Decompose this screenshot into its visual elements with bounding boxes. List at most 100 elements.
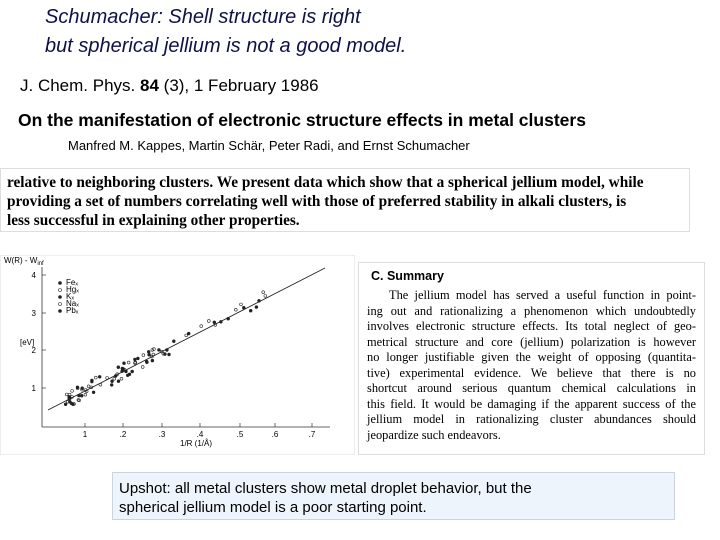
scatter-point — [161, 351, 166, 356]
scatter-point — [86, 384, 91, 389]
legend-label: Feₓ — [66, 278, 78, 287]
legend-label: Pbₓ — [66, 306, 79, 315]
abstract: relative to neighboring clusters. We pre… — [0, 168, 690, 232]
y-tick-label: 3 — [32, 309, 37, 318]
scatter-point — [147, 352, 151, 357]
scatter-point — [136, 356, 140, 361]
x-tick-label: .3 — [159, 430, 166, 439]
summary-line: jeopardize such endeavors. — [367, 427, 501, 442]
scatter-point — [91, 390, 96, 395]
scatter-point — [141, 365, 145, 369]
summary: C. Summary The jellium model has served … — [358, 262, 705, 455]
scatter-point — [69, 401, 74, 406]
scatter-point — [116, 379, 121, 383]
legend-symbol — [58, 288, 62, 292]
summary-line: The jellium model has served a useful fu… — [389, 288, 696, 302]
scatter-point — [119, 376, 124, 381]
summary-line: metrical structure and core (jellium) po… — [367, 334, 696, 349]
scatter-point — [97, 375, 102, 379]
summary-heading: C. Summary — [371, 269, 444, 283]
legend-label: Hgₓ — [66, 285, 79, 294]
scatter-point — [130, 369, 134, 374]
x-tick-label: .5 — [237, 430, 244, 439]
scatter-point — [207, 319, 211, 323]
y-unit: [eV] — [20, 338, 34, 347]
scatter-point — [115, 372, 119, 376]
scatter-point — [64, 392, 69, 397]
scatter-point — [90, 379, 94, 384]
scatter-point — [127, 372, 132, 377]
legend-symbol — [58, 295, 62, 299]
x-tick-label: .6 — [272, 430, 279, 439]
scatter-point — [254, 305, 259, 309]
scatter-point — [75, 385, 80, 390]
scatter-point — [172, 339, 176, 343]
scatter-point — [110, 379, 114, 383]
scatter-point — [145, 360, 149, 364]
scatter-point — [63, 402, 68, 407]
summary-line: ing out and rationalizing a phenomenon w… — [367, 303, 696, 318]
figure: W(R) - Winf [eV] 1/R (1/Å) 1 .2 .3 .4 .5 .6 .7… — [0, 255, 355, 455]
scatter-point — [219, 320, 223, 324]
abstract-line: relative to neighboring clusters. We pre… — [7, 174, 644, 191]
y-label: W(R) - Winf — [4, 256, 44, 267]
scatter-point — [122, 361, 126, 365]
summary-line: jellium model in rationalizing cluster a… — [367, 412, 696, 426]
legend-symbol — [58, 281, 62, 285]
legend-symbol — [58, 302, 62, 306]
scatter-point — [133, 357, 137, 362]
scatter-point — [187, 331, 191, 336]
figure-frame — [0, 255, 355, 455]
scatter-point — [167, 352, 171, 357]
scatter-point — [70, 389, 74, 393]
scatter-point — [213, 323, 218, 327]
summary-line: involves electronic structure effects. I… — [367, 319, 696, 333]
abstract-line: less successful in explaining other prop… — [7, 212, 300, 229]
x-label: 1/R (1/Å) — [180, 439, 212, 448]
scatter-point — [133, 361, 137, 365]
scatter-point — [249, 308, 253, 313]
scatter-point — [94, 375, 98, 380]
scatter-point — [165, 348, 169, 352]
scatter-point — [105, 376, 109, 380]
y-tick-label: 4 — [32, 271, 37, 280]
summary-line: no longer justifiable given the weight o… — [367, 350, 696, 364]
scatter-point — [157, 348, 161, 352]
scatter-point — [261, 290, 265, 294]
scatter-point — [112, 377, 117, 381]
scatter-point — [263, 294, 267, 298]
summary-line: this field. It would be damaging if the … — [367, 396, 696, 411]
summary-line: tive) experimental evidence. We believe … — [367, 365, 696, 380]
summary-line: shortcut around serious quantum chemical… — [367, 381, 696, 395]
scatter-point — [234, 307, 238, 312]
x-tick-label: .7 — [309, 430, 316, 439]
y-tick-label: 2 — [32, 346, 37, 355]
scatter-point — [98, 383, 103, 387]
paper-title: On the manifestation of electronic struc… — [18, 110, 586, 130]
scatter-point — [84, 389, 89, 394]
scatter-point — [242, 305, 246, 310]
scatter-point — [80, 386, 84, 390]
abstract-line: providing a set of numbers correlating w… — [7, 193, 627, 210]
authors: Manfred M. Kappes, Martin Schär, Peter R… — [68, 138, 470, 153]
legend-label: Naₓ — [66, 299, 79, 308]
scatter-point — [199, 324, 203, 328]
journal: J. Chem. Phys. — [20, 76, 136, 95]
scatter-point — [126, 360, 131, 365]
scatter-point — [150, 354, 154, 359]
scatter-point — [226, 316, 230, 321]
scatter-point — [184, 333, 188, 338]
scatter-point — [65, 400, 70, 404]
upshot-line: Upshot: all metal clusters show metal dr… — [119, 480, 532, 497]
fit-line — [47, 267, 326, 411]
scatter-point — [83, 393, 88, 397]
issue-date: (3), 1 February 1986 — [163, 76, 319, 95]
scatter-point — [68, 396, 72, 400]
x-tick-label: .2 — [120, 430, 127, 439]
slide-title: Schumacher: Shell structure is right — [45, 6, 361, 28]
scatter-point — [141, 353, 146, 357]
scatter-point — [109, 383, 114, 387]
scatter-point — [147, 350, 151, 354]
scatter-point — [122, 368, 127, 372]
scatter-point — [150, 358, 155, 363]
